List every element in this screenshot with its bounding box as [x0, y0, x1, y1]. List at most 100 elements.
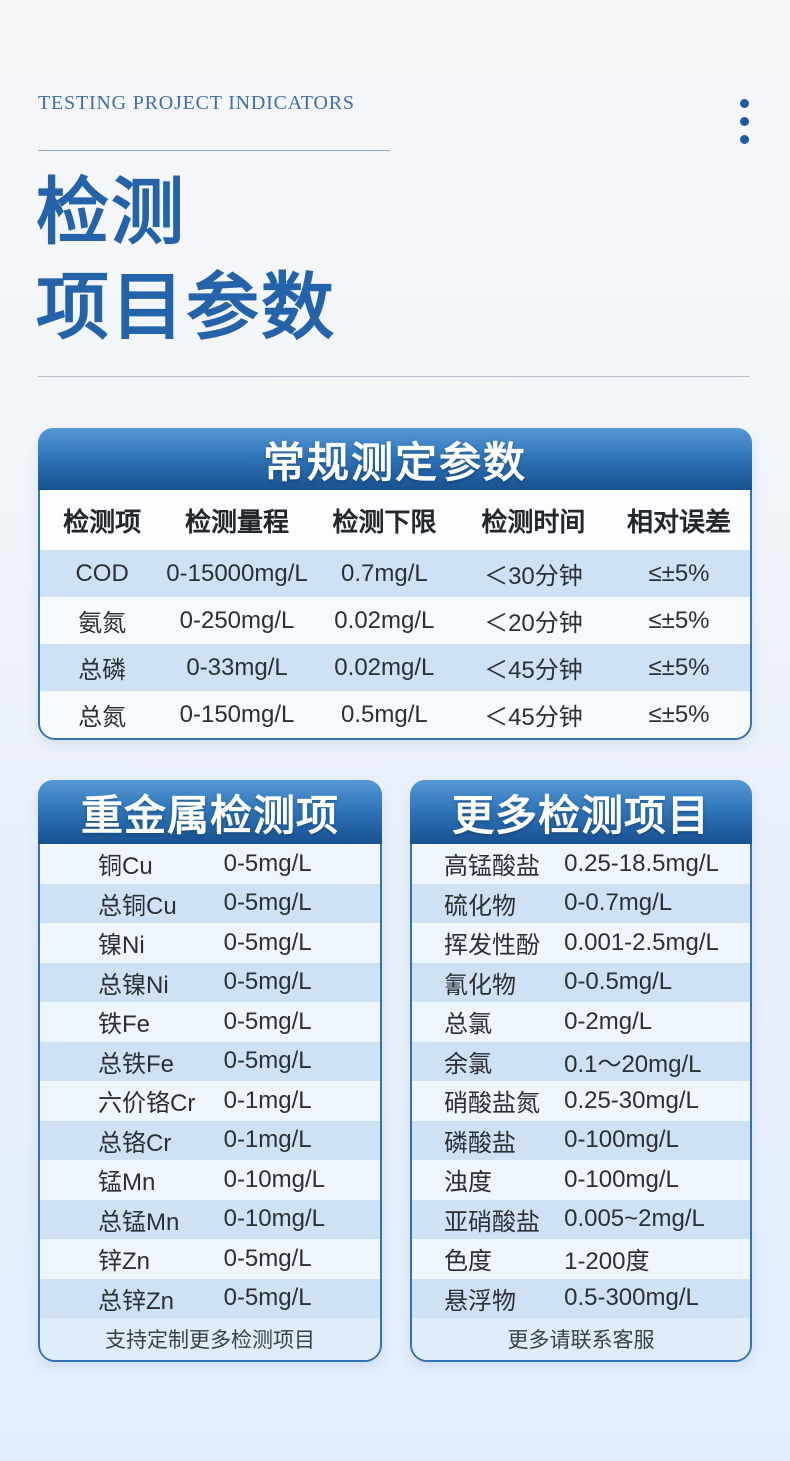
parameter-name: 硝酸盐氮	[444, 1090, 540, 1118]
parameter-name: 硫化物	[444, 892, 516, 920]
parameter-row: 悬浮物 0.5-300mg/L	[412, 1278, 750, 1318]
parameter-range: 0-5mg/L	[223, 928, 312, 956]
parameter-range: 0-10mg/L	[223, 1205, 325, 1233]
parameter-range: 0-5mg/L	[223, 968, 312, 996]
parameter-range: 0-5mg/L	[223, 1007, 312, 1035]
parameter-row: 浊度 0-100mg/L	[412, 1160, 750, 1200]
main-table-cell: ＜20分钟	[484, 610, 583, 637]
parameter-range: 0-5mg/L	[223, 1047, 312, 1075]
parameter-row: 锌Zn 0-5mg/L	[40, 1239, 380, 1279]
parameter-row: 铜Cu 0-5mg/L	[40, 844, 380, 884]
main-table-cell: ＜30分钟	[484, 563, 583, 590]
divider-title-bottom	[38, 376, 750, 377]
parameter-row: 氰化物 0-0.5mg/L	[412, 962, 750, 1002]
parameter-range: 0-10mg/L	[223, 1165, 325, 1193]
parameter-row: 余氯 0.1～20mg/L	[412, 1041, 750, 1081]
divider-top	[38, 150, 390, 151]
main-parameters-card: 常规测定参数 检测项 检测量程 检测下限 检测时间 相对误差 COD 0-15000mg/…	[38, 428, 752, 740]
parameter-name: 挥发性酚	[444, 932, 540, 960]
parameter-name: 余氯	[444, 1050, 492, 1078]
parameter-row: 总铁Fe 0-5mg/L	[40, 1041, 380, 1081]
parameter-name: 铜Cu	[98, 853, 153, 881]
main-table-cell: 0.02mg/L	[334, 606, 435, 634]
main-table-cell: ≤±5%	[648, 700, 710, 728]
parameter-range: 0-5mg/L	[223, 889, 312, 917]
parameter-range: 0-2mg/L	[564, 1007, 653, 1035]
parameter-name: 色度	[444, 1248, 492, 1276]
parameter-name: 浊度	[444, 1169, 492, 1197]
parameter-name: 总铁Fe	[98, 1050, 175, 1078]
parameter-row: 铁Fe 0-5mg/L	[40, 1002, 380, 1042]
main-table-row: COD 0-15000mg/L 0.7mg/L ＜30分钟 ≤±5%	[40, 550, 750, 597]
heavy-metal-table-title: 重金属检测项	[38, 780, 382, 844]
main-table-header-row: 检测项 检测量程 检测下限 检测时间 相对误差	[40, 490, 750, 550]
main-table-cell: 0-150mg/L	[179, 700, 295, 728]
main-table-cell: COD	[75, 559, 129, 587]
parameter-row: 总铜Cu 0-5mg/L	[40, 883, 380, 923]
parameter-row: 锰Mn 0-10mg/L	[40, 1160, 380, 1200]
main-table-body: 检测项 检测量程 检测下限 检测时间 相对误差 COD 0-15000mg/L 0.7mg/…	[38, 490, 752, 740]
main-table-cell: 0.5mg/L	[340, 700, 428, 728]
parameter-name: 总锌Zn	[98, 1287, 175, 1315]
heavy-metal-table-rows: 铜Cu 0-5mg/L 总铜Cu 0-5mg/L 镍Ni 0-5mg/L 总镍Ni 0-5mg…	[40, 844, 380, 1318]
more-items-card: 更多检测项目 高锰酸盐 0.25-18.5mg/L 硫化物 0-0.7mg/L 挥发性酚…	[410, 780, 752, 1362]
main-table-cell: ≤±5%	[648, 653, 710, 681]
main-table-title: 常规测定参数	[38, 428, 752, 490]
parameter-name: 六价铬Cr	[98, 1090, 196, 1118]
main-table-column-header: 检测项	[63, 506, 142, 537]
parameter-row: 挥发性酚 0.001-2.5mg/L	[412, 923, 750, 963]
main-table-row: 总氮 0-150mg/L 0.5mg/L ＜45分钟 ≤±5%	[40, 691, 750, 738]
parameter-range: 0.005~2mg/L	[564, 1205, 705, 1233]
parameter-range: 0.25-18.5mg/L	[564, 849, 719, 877]
parameter-row: 镍Ni 0-5mg/L	[40, 923, 380, 963]
parameter-name: 总铬Cr	[98, 1129, 172, 1157]
parameter-name: 悬浮物	[444, 1287, 516, 1315]
parameter-row: 硫化物 0-0.7mg/L	[412, 883, 750, 923]
heavy-metal-card: 重金属检测项 铜Cu 0-5mg/L 总铜Cu 0-5mg/L 镍Ni 0-5mg/L 总镍…	[38, 780, 382, 1362]
main-table-cell: 总氮	[78, 704, 127, 731]
main-table-cell: ＜45分钟	[484, 704, 583, 731]
parameter-row: 磷酸盐 0-100mg/L	[412, 1120, 750, 1160]
parameter-row: 总锰Mn 0-10mg/L	[40, 1199, 380, 1239]
parameter-range: 0-5mg/L	[223, 849, 312, 877]
heavy-metal-table-body: 铜Cu 0-5mg/L 总铜Cu 0-5mg/L 镍Ni 0-5mg/L 总镍Ni 0-5mg…	[38, 844, 382, 1362]
parameter-range: 0-5mg/L	[223, 1284, 312, 1312]
menu-dot-icon	[740, 99, 749, 108]
kebab-menu-icon[interactable]	[740, 99, 749, 144]
main-table-column-header: 检测量程	[185, 506, 290, 537]
parameter-row: 高锰酸盐 0.25-18.5mg/L	[412, 844, 750, 884]
menu-dot-icon	[740, 135, 749, 144]
main-table-cell: 0.02mg/L	[334, 653, 435, 681]
parameter-name: 镍Ni	[98, 932, 145, 960]
main-table-cell: 氨氮	[78, 610, 127, 637]
parameter-range: 0-1mg/L	[223, 1086, 312, 1114]
menu-dot-icon	[740, 117, 749, 126]
parameter-row: 六价铬Cr 0-1mg/L	[40, 1081, 380, 1121]
more-items-table-title: 更多检测项目	[410, 780, 752, 844]
parameter-range: 0.25-30mg/L	[564, 1086, 699, 1114]
main-table-cell: 0.7mg/L	[340, 559, 428, 587]
more-items-table-footer: 更多请联系客服	[412, 1318, 750, 1360]
parameter-name: 总锰Mn	[98, 1208, 180, 1236]
parameter-row: 总铬Cr 0-1mg/L	[40, 1120, 380, 1160]
parameter-range: 0-5mg/L	[223, 1244, 312, 1272]
main-table-column-header: 检测时间	[481, 506, 586, 537]
page-title: 检测 项目参数	[36, 166, 336, 356]
parameter-range: 0.001-2.5mg/L	[564, 928, 719, 956]
parameter-row: 色度 1-200度	[412, 1239, 750, 1279]
parameter-name: 总铜Cu	[98, 892, 177, 920]
main-table-cell: 0-15000mg/L	[166, 559, 308, 587]
parameter-name: 氰化物	[444, 971, 516, 999]
parameter-name: 铁Fe	[98, 1011, 151, 1039]
heavy-metal-table-footer: 支持定制更多检测项目	[40, 1318, 380, 1360]
parameter-range: 0-0.7mg/L	[564, 889, 673, 917]
parameter-name: 高锰酸盐	[444, 853, 540, 881]
parameter-row: 亚硝酸盐 0.005~2mg/L	[412, 1199, 750, 1239]
parameter-range: 0-100mg/L	[564, 1126, 679, 1154]
main-table-row: 总磷 0-33mg/L 0.02mg/L ＜45分钟 ≤±5%	[40, 644, 750, 691]
parameter-range: 0.1～20mg/L	[564, 1050, 702, 1078]
parameter-row: 硝酸盐氮 0.25-30mg/L	[412, 1081, 750, 1121]
parameter-range: 0-0.5mg/L	[564, 968, 673, 996]
more-items-table-body: 高锰酸盐 0.25-18.5mg/L 硫化物 0-0.7mg/L 挥发性酚 0.001-2…	[410, 844, 752, 1362]
main-table-row: 氨氮 0-250mg/L 0.02mg/L ＜20分钟 ≤±5%	[40, 597, 750, 644]
